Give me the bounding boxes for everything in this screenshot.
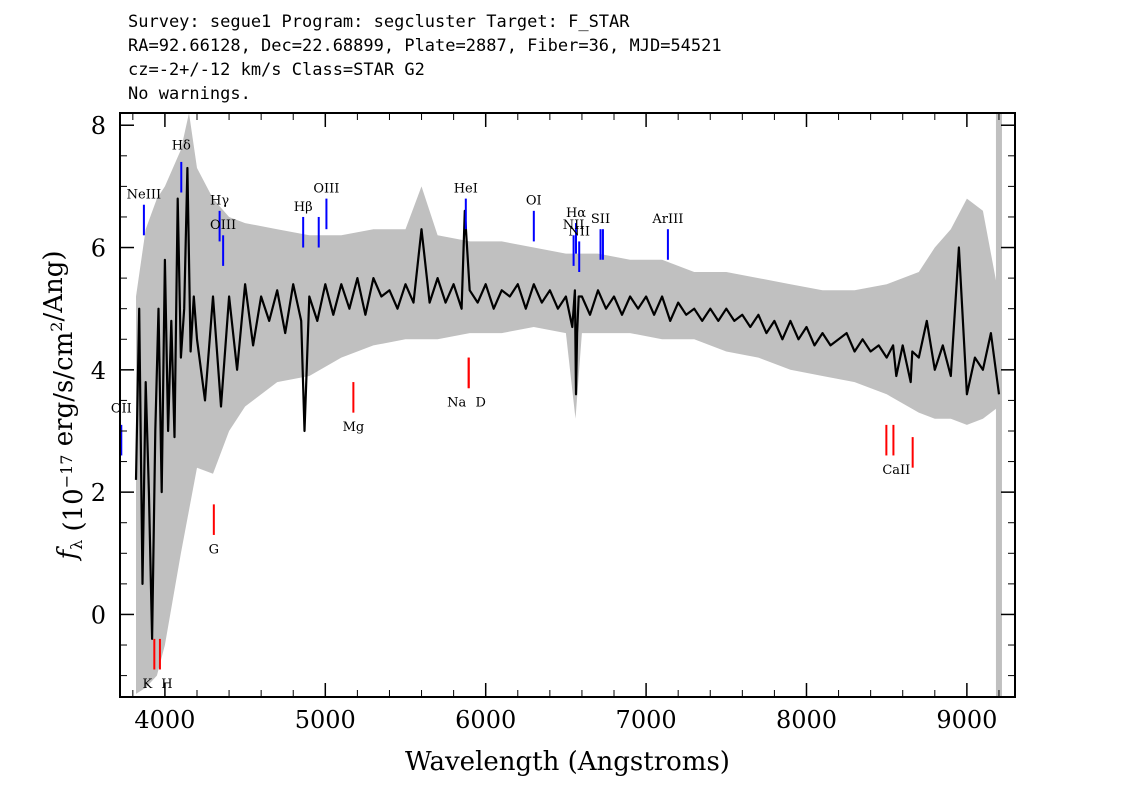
absorption-line-label: D <box>475 396 485 411</box>
coordinates-line: RA=92.66128, Dec=22.68899, Plate=2887, F… <box>128 36 722 56</box>
emission-line-label: NII <box>568 224 590 239</box>
error-band-layer <box>136 113 1002 697</box>
emission-line-label: SII <box>591 212 610 227</box>
x-tick-label: 7000 <box>616 706 677 734</box>
absorption-line-label: G <box>209 542 219 557</box>
y-tick-label: 6 <box>91 235 106 263</box>
emission-line-label: OIII <box>210 218 236 233</box>
x-tick-label: 9000 <box>936 706 997 734</box>
y-tick-label: 8 <box>91 112 106 140</box>
flux-layer <box>134 166 1001 641</box>
emission-line-label: Hδ <box>172 139 191 154</box>
emission-line-label: NII <box>563 218 585 233</box>
absorption-line-label: CaII <box>882 463 910 478</box>
x-tick-label: 8000 <box>776 706 837 734</box>
y-tick-label: 4 <box>91 357 106 385</box>
flux-series-line <box>134 166 1001 641</box>
spectrum-header: Survey: segue1 Program: segcluster Targe… <box>128 10 722 106</box>
redshift-class-line: cz=-2+/-12 km/s Class=STAR G2 <box>128 60 425 80</box>
emission-line-label: OIII <box>313 182 339 197</box>
y-axis-title: fλ (10−17 erg/s/cm2/Ang) <box>39 250 89 561</box>
emission-line-label: HeI <box>454 182 478 197</box>
absorption-line-label: Mg <box>343 420 365 435</box>
x-tick-label: 4000 <box>134 706 195 734</box>
emission-line-label: Hγ <box>210 194 229 209</box>
emission-line-label: OI <box>526 194 542 209</box>
emission-line-label: Hα <box>566 206 586 221</box>
emission-line-label: NeIII <box>127 188 161 203</box>
emission-line-label: ArIII <box>651 212 683 227</box>
error-band <box>136 113 999 694</box>
x-tick-label: 5000 <box>295 706 356 734</box>
axis-ticks-layer: 4000 5000 6000 7000 8000 9000 0 2 4 6 8 <box>91 112 1015 734</box>
y-tick-label: 2 <box>91 479 106 507</box>
survey-line: Survey: segue1 Program: segcluster Targe… <box>128 12 630 32</box>
warnings-line: No warnings. <box>128 84 251 104</box>
absorption-line-label: K <box>142 677 152 692</box>
plot-frame <box>119 112 1016 698</box>
emission-line-label: OII <box>111 402 132 417</box>
emission-line-label: Hβ <box>294 200 313 215</box>
x-axis-title: Wavelength (Angstroms) <box>405 747 730 777</box>
absorption-line-label: H <box>161 677 172 692</box>
absorption-line-label: Na <box>447 396 466 411</box>
y-tick-label: 0 <box>91 601 106 629</box>
x-tick-label: 6000 <box>455 706 516 734</box>
